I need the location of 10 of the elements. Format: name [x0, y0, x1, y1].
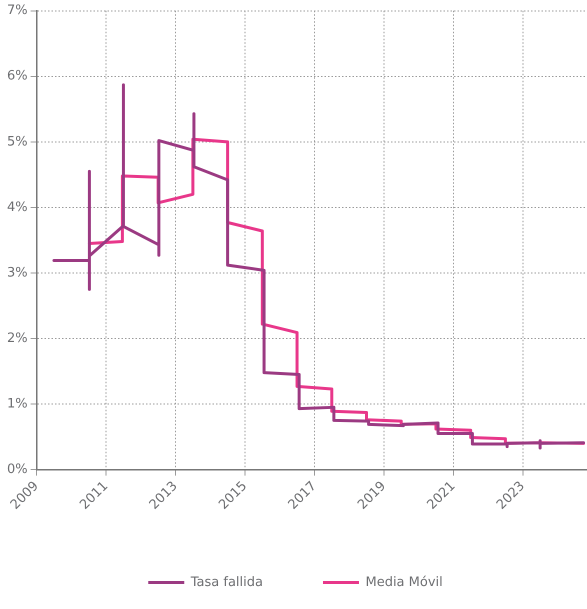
- y-tick-label: 4%: [7, 200, 28, 215]
- y-tick-label: 3%: [7, 265, 28, 280]
- y-tick-label: 1%: [7, 396, 28, 412]
- y-tick-label: 0%: [7, 462, 28, 477]
- legend-label: Tasa fallida: [190, 574, 263, 590]
- y-tick-label: 6%: [7, 68, 28, 84]
- y-tick-label: 7%: [7, 3, 28, 18]
- legend-label: Media Móvil: [365, 574, 443, 590]
- y-tick-label: 2%: [7, 330, 28, 346]
- y-tick-label: 5%: [7, 134, 28, 150]
